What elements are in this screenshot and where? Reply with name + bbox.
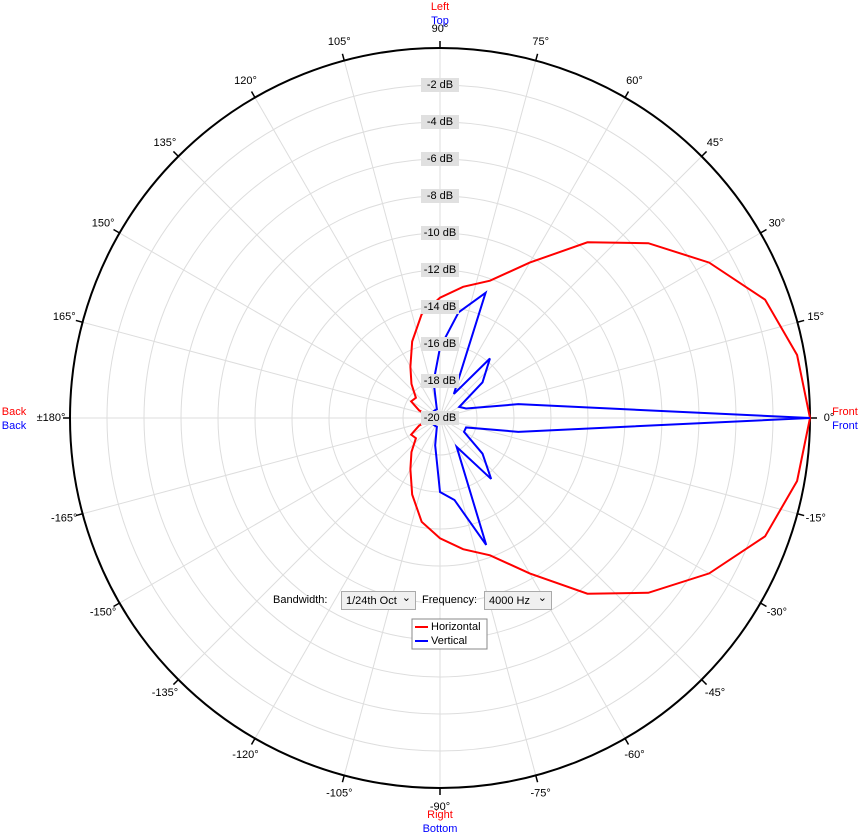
theta-tick — [75, 513, 83, 517]
theta-tick — [535, 53, 539, 61]
r-tick-box — [421, 115, 459, 129]
theta-tick — [701, 679, 708, 686]
legend-label: Horizontal — [431, 621, 481, 633]
theta-tick — [113, 228, 120, 234]
r-tick-box — [421, 189, 459, 203]
theta-tick — [172, 679, 179, 686]
theta-tick — [760, 602, 767, 608]
theta-tick — [250, 738, 256, 745]
theta-tick-label: 0° — [824, 412, 835, 424]
theta-tick-label: 15° — [807, 311, 824, 323]
theta-tick-label: 30° — [769, 217, 786, 229]
direction-label: Right — [427, 809, 453, 821]
theta-tick — [75, 319, 83, 323]
series-line — [429, 290, 811, 546]
theta-tick-label: 45° — [707, 137, 724, 149]
theta-tick-label: -15° — [806, 513, 826, 525]
r-tick-label: -8 dB — [427, 190, 453, 202]
theta-tick-label: -135° — [152, 687, 178, 699]
r-tick-box — [421, 411, 459, 425]
theta-tick-label: -60° — [624, 749, 644, 761]
legend-label: Vertical — [431, 635, 467, 647]
theta-tick — [172, 150, 179, 157]
r-tick-box — [421, 337, 459, 351]
theta-tick — [701, 150, 708, 157]
r-tick-label: -10 dB — [424, 227, 456, 239]
theta-tick-label: -45° — [705, 687, 725, 699]
theta-tick-label: -150° — [90, 606, 116, 618]
direction-label: Back — [2, 406, 27, 418]
r-tick-label: -4 dB — [427, 116, 453, 128]
r-tick-box — [421, 300, 459, 314]
r-tick-box — [421, 263, 459, 277]
r-tick-box — [421, 374, 459, 388]
theta-tick-label: -75° — [531, 788, 551, 800]
frequency-select[interactable]: 4000 Hz — [484, 589, 552, 610]
bandwidth-select[interactable]: 1/24th Oct — [341, 589, 416, 610]
direction-label: Left — [431, 1, 449, 13]
theta-tick — [797, 513, 805, 517]
theta-tick — [250, 91, 256, 98]
r-tick-box — [421, 78, 459, 92]
theta-tick — [113, 602, 120, 608]
theta-tick-label: 90° — [432, 23, 449, 35]
theta-tick — [535, 775, 539, 783]
theta-tick — [341, 775, 345, 783]
r-tick-box — [421, 152, 459, 166]
r-tick-label: -18 dB — [424, 375, 456, 387]
legend-box — [411, 618, 488, 650]
theta-tick-label: 120° — [234, 75, 257, 87]
theta-tick — [760, 228, 767, 234]
theta-tick-label: -90° — [430, 801, 450, 813]
direction-label: Back — [2, 420, 27, 432]
r-tick-label: -14 dB — [424, 301, 456, 313]
r-tick-label: -12 dB — [424, 264, 456, 276]
theta-tick — [341, 53, 345, 61]
r-tick-label: -20 dB — [424, 412, 456, 424]
r-tick-label: -2 dB — [427, 79, 453, 91]
theta-tick — [624, 738, 630, 745]
theta-tick-label: 75° — [532, 36, 549, 48]
theta-tick-label: 165° — [53, 311, 76, 323]
bandwidth-label: Bandwidth: — [273, 594, 328, 606]
frequency-label: Frequency: — [422, 594, 478, 606]
direction-label: Front — [832, 406, 858, 418]
r-tick-label: -16 dB — [424, 338, 456, 350]
direction-label: Top — [431, 15, 449, 27]
theta-tick — [797, 319, 805, 323]
theta-tick-label: 105° — [328, 36, 351, 48]
theta-tick-label: -120° — [232, 749, 258, 761]
theta-tick-label: 60° — [626, 75, 643, 87]
theta-tick-label: -165° — [51, 513, 77, 525]
theta-tick-label: 150° — [92, 217, 115, 229]
r-tick-box — [421, 226, 459, 240]
theta-tick-label: ±180° — [37, 412, 66, 424]
direction-label: Front — [832, 420, 858, 432]
direction-label: Bottom — [423, 823, 458, 835]
theta-tick — [624, 91, 630, 98]
theta-tick-label: -105° — [326, 788, 352, 800]
theta-tick-label: 135° — [154, 137, 177, 149]
theta-tick-label: -30° — [767, 606, 787, 618]
r-tick-label: -6 dB — [427, 153, 453, 165]
